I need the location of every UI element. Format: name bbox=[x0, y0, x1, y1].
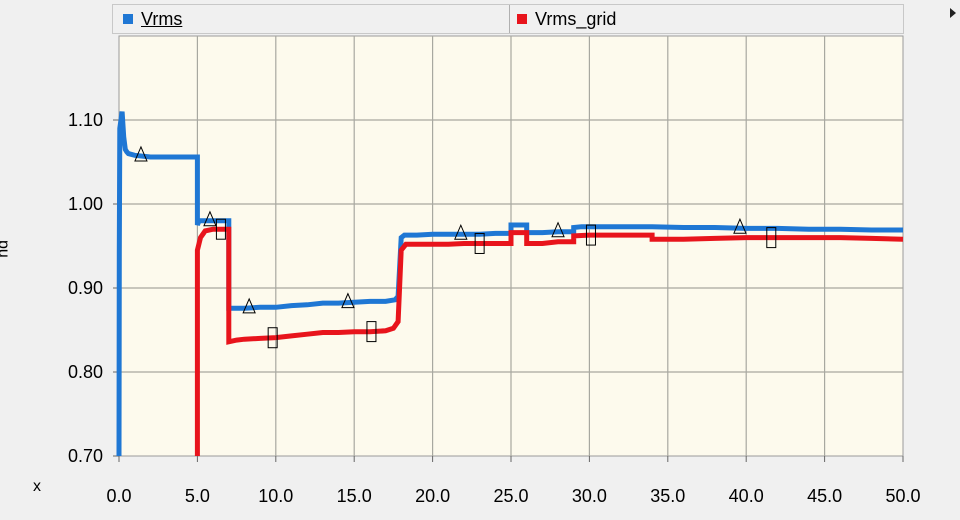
x-tick-label: 45.0 bbox=[807, 486, 842, 506]
y-tick-label: 0.70 bbox=[68, 446, 103, 466]
series-line-vrms bbox=[116, 111, 903, 457]
legend: Vrms Vrms_grid bbox=[112, 4, 904, 34]
legend-item-vrms[interactable]: Vrms bbox=[123, 5, 182, 33]
marker-triangle-vrms bbox=[203, 210, 217, 227]
x-tick-label: 25.0 bbox=[493, 486, 528, 506]
x-tick-label: 35.0 bbox=[650, 486, 685, 506]
marker-square-vrms-grid bbox=[474, 232, 485, 254]
y-axis-label: pu bbox=[0, 240, 12, 258]
marker-triangle-vrms bbox=[454, 223, 468, 240]
marker-triangle-vrms bbox=[341, 292, 355, 309]
marker-square-vrms-grid bbox=[267, 327, 278, 349]
x-tick-label: 15.0 bbox=[337, 486, 372, 506]
legend-divider bbox=[509, 5, 510, 33]
legend-swatch-vrms-grid bbox=[517, 14, 527, 24]
y-tick-label: 0.80 bbox=[68, 362, 103, 382]
x-tick-label: 20.0 bbox=[415, 486, 450, 506]
x-tick-label: 50.0 bbox=[885, 486, 920, 506]
legend-label-vrms: Vrms bbox=[141, 8, 183, 29]
marker-square-vrms-grid bbox=[766, 227, 777, 249]
marker-square-vrms-grid bbox=[366, 321, 377, 343]
legend-scroll-right-icon[interactable] bbox=[950, 8, 956, 18]
legend-label-vrms-grid: Vrms_grid bbox=[535, 8, 617, 29]
y-tick-label: 0.90 bbox=[68, 278, 103, 298]
series-line-vrms-grid bbox=[194, 226, 904, 456]
x-axis-label: x bbox=[33, 478, 41, 495]
x-tick-label: 0.0 bbox=[106, 486, 131, 506]
marker-triangle-vrms bbox=[134, 145, 148, 162]
marker-triangle-vrms bbox=[551, 221, 565, 238]
x-tick-label: 5.0 bbox=[185, 486, 210, 506]
x-tick-label: 40.0 bbox=[729, 486, 764, 506]
y-tick-label: 1.00 bbox=[68, 194, 103, 214]
y-tick-label: 1.10 bbox=[68, 110, 103, 130]
marker-square-vrms-grid bbox=[585, 224, 596, 246]
legend-item-vrms-grid[interactable]: Vrms_grid bbox=[517, 5, 616, 33]
x-tick-label: 30.0 bbox=[572, 486, 607, 506]
marker-square-vrms-grid bbox=[215, 218, 226, 240]
marker-triangle-vrms bbox=[242, 297, 256, 314]
x-tick-label: 10.0 bbox=[258, 486, 293, 506]
legend-swatch-vrms bbox=[123, 14, 133, 24]
marker-triangle-vrms bbox=[733, 217, 747, 234]
